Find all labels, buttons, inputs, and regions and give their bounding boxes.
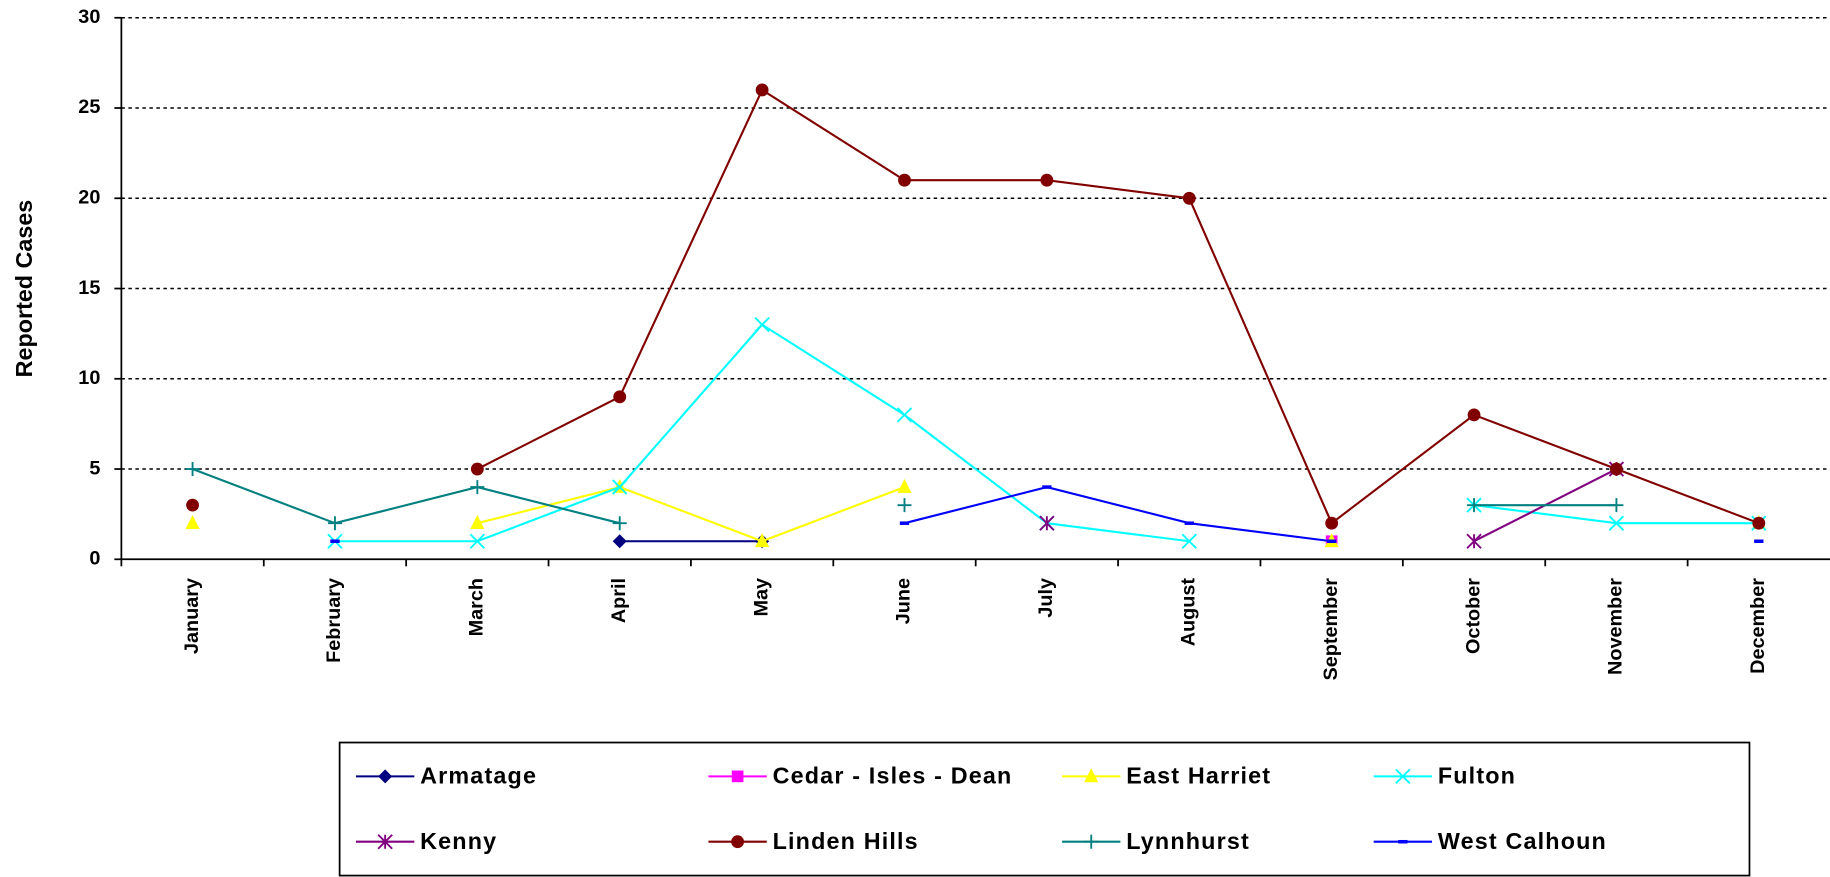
marker xyxy=(612,516,627,531)
marker xyxy=(1467,408,1481,422)
x-tick-label: October xyxy=(1462,578,1484,654)
marker xyxy=(1084,834,1099,849)
marker xyxy=(377,834,393,850)
marker xyxy=(731,770,744,783)
x-tick-label: November xyxy=(1605,578,1627,675)
marker xyxy=(470,480,485,495)
marker xyxy=(1039,515,1055,531)
x-tick-label: July xyxy=(1035,578,1057,618)
marker xyxy=(1326,539,1337,543)
x-tick-label: February xyxy=(323,578,345,663)
marker xyxy=(186,498,199,512)
marker xyxy=(755,83,769,97)
marker xyxy=(1395,768,1411,785)
marker xyxy=(897,498,912,513)
marker xyxy=(1608,515,1625,531)
y-tick-label: 30 xyxy=(78,6,100,28)
marker xyxy=(1398,839,1408,844)
series xyxy=(330,485,1764,543)
marker xyxy=(896,407,913,423)
legend-label: West Calhoun xyxy=(1438,828,1607,854)
marker xyxy=(612,479,628,495)
legend-label: Kenny xyxy=(420,828,497,854)
y-tick-label: 0 xyxy=(89,548,100,570)
series xyxy=(185,462,1624,531)
marker xyxy=(378,769,393,784)
x-tick-label: January xyxy=(181,578,203,654)
legend-box xyxy=(338,741,1751,877)
marker xyxy=(1752,516,1766,530)
marker xyxy=(470,462,484,476)
marker xyxy=(1181,533,1197,549)
marker xyxy=(1040,173,1054,187)
x-tick-label: December xyxy=(1747,578,1769,674)
marker xyxy=(898,173,911,187)
series xyxy=(612,534,770,549)
y-tick-label: 10 xyxy=(78,367,100,389)
marker xyxy=(470,515,485,530)
marker xyxy=(1325,516,1339,530)
legend-label: Linden Hills xyxy=(773,828,919,854)
marker xyxy=(1184,521,1194,525)
legend-label: Lynnhurst xyxy=(1126,828,1250,854)
marker xyxy=(613,390,627,404)
marker xyxy=(1467,498,1482,513)
marker xyxy=(1754,539,1764,543)
legend-label: East Harriet xyxy=(1126,763,1271,789)
x-tick-label: September xyxy=(1320,578,1342,681)
marker xyxy=(754,316,770,333)
x-tick-label: May xyxy=(750,578,772,617)
marker xyxy=(185,515,200,530)
marker xyxy=(755,533,770,548)
marker xyxy=(1182,191,1196,205)
series xyxy=(186,83,1766,530)
marker xyxy=(185,462,200,477)
legend-label: Armatage xyxy=(420,763,537,789)
marker xyxy=(612,534,627,549)
series-line xyxy=(192,468,1617,525)
legend-label: Fulton xyxy=(1438,763,1516,789)
series-line xyxy=(476,88,1760,525)
x-tick-label: August xyxy=(1178,578,1200,647)
y-tick-label: 25 xyxy=(78,96,100,118)
y-axis-label: Reported Cases xyxy=(11,200,37,378)
marker xyxy=(1084,768,1099,783)
x-tick-label: March xyxy=(466,578,488,636)
marker xyxy=(1466,533,1482,549)
y-tick-label: 20 xyxy=(78,187,100,209)
series xyxy=(327,316,1767,549)
x-tick-label: April xyxy=(608,578,630,623)
marker xyxy=(327,516,342,531)
marker xyxy=(899,521,910,525)
marker xyxy=(1042,485,1052,489)
x-tick-label: June xyxy=(893,578,915,624)
y-tick-label: 15 xyxy=(78,277,100,299)
marker xyxy=(897,478,912,493)
legend-label: Cedar - Isles - Dean xyxy=(773,763,1013,789)
marker xyxy=(1610,462,1623,476)
marker xyxy=(469,533,486,549)
y-tick-label: 5 xyxy=(89,457,100,479)
marker xyxy=(1609,498,1624,513)
marker xyxy=(731,835,745,849)
marker xyxy=(330,539,340,543)
